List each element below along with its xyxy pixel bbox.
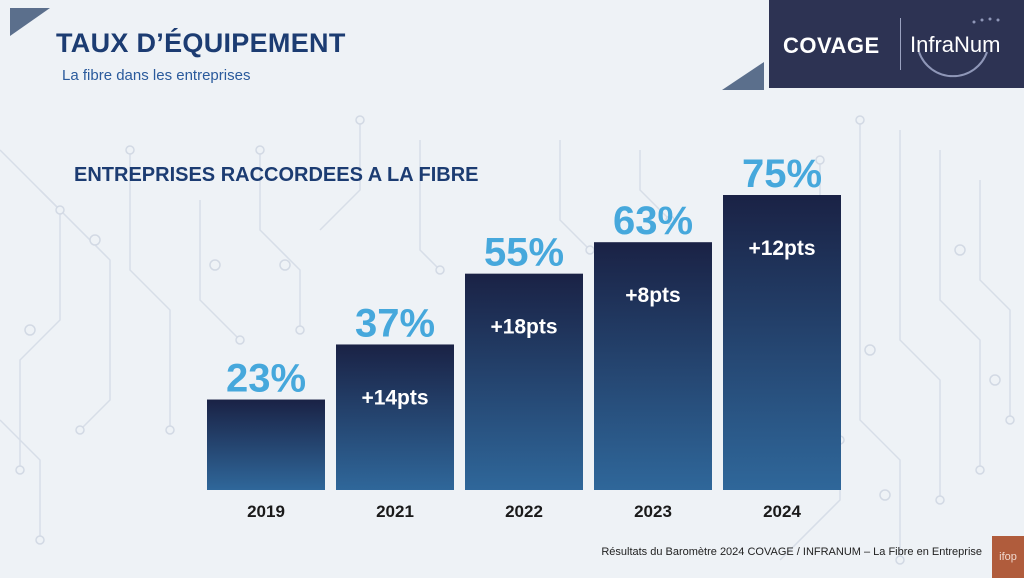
- x-tick-label-2022: 2022: [505, 502, 543, 521]
- page-title: TAUX D’ÉQUIPEMENT: [56, 28, 346, 58]
- logo-divider: [900, 18, 901, 70]
- bar-2021: [336, 344, 454, 490]
- value-label-2021: 37%: [355, 301, 435, 345]
- covage-logo: COVAGE: [783, 33, 880, 58]
- value-label-2022: 55%: [484, 231, 564, 275]
- value-label-2024: 75%: [742, 152, 822, 196]
- page-subtitle: La fibre dans les entreprises: [62, 67, 251, 84]
- x-tick-label-2019: 2019: [247, 502, 285, 521]
- x-tick-label-2023: 2023: [634, 502, 672, 521]
- delta-label-2024: +12pts: [748, 237, 815, 260]
- infranum-logo: InfraNum: [910, 32, 1001, 57]
- x-tick-label-2021: 2021: [376, 502, 414, 521]
- bar-2024: [723, 195, 841, 490]
- partner-logo-banner: COVAGE InfraNum: [769, 0, 1024, 88]
- ifop-logo: ifop: [992, 536, 1024, 578]
- infranum-arc-icon: [918, 17, 1000, 78]
- corner-triangle-header: [722, 62, 764, 90]
- bar-2023: [594, 242, 712, 490]
- x-tick-label-2024: 2024: [763, 502, 801, 521]
- bar-2022: [465, 273, 583, 490]
- source-note: Résultats du Baromètre 2024 COVAGE / INF…: [601, 546, 982, 558]
- value-label-2019: 23%: [226, 357, 306, 401]
- chart-title: ENTREPRISES RACCORDEES A LA FIBRE: [74, 164, 479, 186]
- corner-triangle-top-left: [10, 8, 50, 36]
- delta-label-2023: +8pts: [625, 284, 680, 307]
- value-label-2023: 63%: [613, 199, 693, 243]
- delta-label-2021: +14pts: [361, 386, 428, 409]
- delta-label-2022: +18pts: [490, 316, 557, 339]
- bar-2019: [207, 399, 325, 490]
